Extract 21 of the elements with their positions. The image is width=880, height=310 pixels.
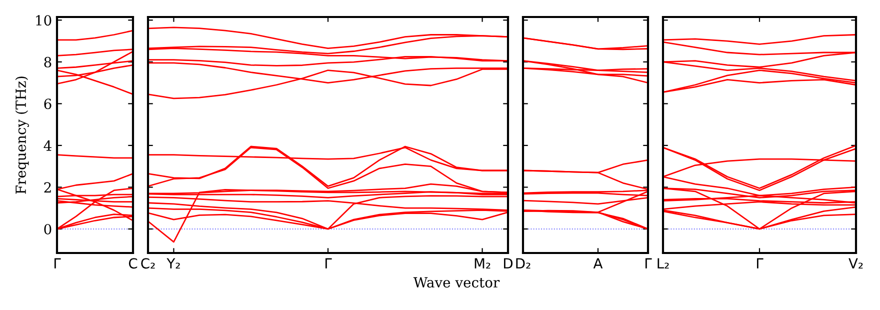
x-tick-label: A: [593, 258, 603, 268]
y-tick-label: 0: [44, 224, 52, 234]
x-tick-label: C₂: [141, 258, 155, 269]
x-tick-label: Γ: [756, 258, 764, 268]
y-axis-title: Frequency (THz): [15, 76, 29, 194]
x-tick-label: C: [128, 258, 138, 269]
x-tick-label: Γ: [54, 258, 61, 268]
x-tick-label: Γ: [645, 258, 652, 268]
x-tick-label: Y₂: [166, 258, 180, 268]
x-tick-label: D₂: [516, 258, 530, 268]
x-tick-label: M₂: [474, 258, 490, 268]
y-tick-label: 4: [44, 140, 52, 151]
y-tick-label: 10: [36, 15, 52, 26]
x-tick-label: D: [504, 258, 513, 268]
x-tick-label: V₂: [848, 258, 863, 268]
y-tick-label: 6: [44, 98, 52, 110]
x-tick-label: Γ: [325, 258, 332, 268]
y-tick-label: 2: [44, 182, 51, 192]
y-tick-label: 8: [44, 56, 52, 68]
x-tick-label: L₂: [658, 258, 669, 268]
x-axis-title: Wave vector: [413, 277, 500, 288]
